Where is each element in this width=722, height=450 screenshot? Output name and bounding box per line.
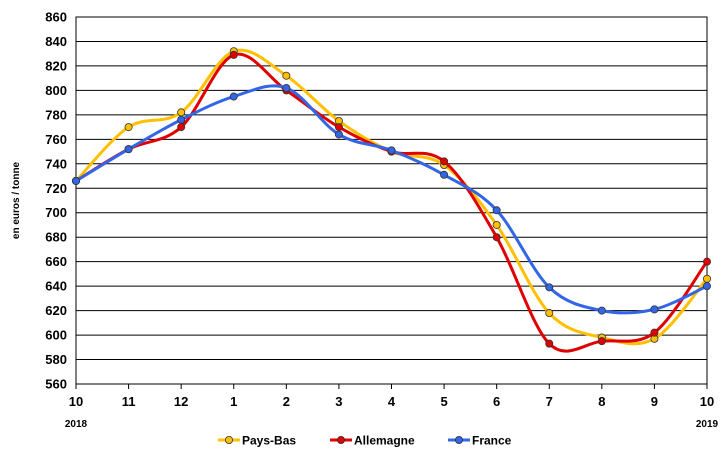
data-point-allemagne <box>440 157 449 166</box>
data-point-pays-bas <box>703 274 712 283</box>
data-point-france <box>124 145 133 154</box>
x-year-label: 2019 <box>696 419 719 430</box>
y-tick-label: 780 <box>45 107 67 122</box>
data-point-allemagne <box>597 337 606 346</box>
y-tick-label: 720 <box>45 181 67 196</box>
grid-layer <box>76 16 707 385</box>
y-tick-label: 740 <box>45 156 67 171</box>
x-tick-label: 2 <box>283 394 290 409</box>
data-point-france <box>387 146 396 155</box>
data-point-france <box>650 305 659 314</box>
data-point-france <box>492 206 501 215</box>
data-point-france <box>440 170 449 179</box>
x-tick-label: 4 <box>388 394 396 409</box>
axis-layer <box>75 16 708 389</box>
x-tick-label: 8 <box>598 394 605 409</box>
x-tick-label: 7 <box>546 394 553 409</box>
y-tick-label: 680 <box>45 230 67 245</box>
series-line-pays-bas <box>74 48 709 346</box>
series-layer <box>72 47 712 353</box>
legend-marker-allemagne <box>336 435 345 444</box>
y-tick-label: 840 <box>45 34 67 49</box>
x-tick-label: 9 <box>651 394 658 409</box>
x-tick-label: 10 <box>69 394 83 409</box>
y-tick-label: 580 <box>45 352 67 367</box>
x-tick-label: 5 <box>440 394 447 409</box>
x-tick-label: 3 <box>335 394 342 409</box>
y-axis-title: en euros / tonne <box>11 161 22 239</box>
data-point-allemagne <box>703 257 712 266</box>
data-point-france <box>177 115 186 124</box>
x-tick-label: 6 <box>493 394 500 409</box>
data-point-france <box>334 130 343 139</box>
data-point-pays-bas <box>545 309 554 318</box>
legend-label-france: France <box>472 434 512 448</box>
y-tick-label: 640 <box>45 279 67 294</box>
y-tick-label: 760 <box>45 132 67 147</box>
y-tick-label: 820 <box>45 58 67 73</box>
data-point-allemagne <box>492 233 501 242</box>
x-tick-label: 1 <box>230 394 237 409</box>
data-point-allemagne <box>229 50 238 59</box>
data-point-france <box>703 282 712 291</box>
data-point-allemagne <box>545 339 554 348</box>
y-tick-label: 660 <box>45 254 67 269</box>
data-point-france <box>229 92 238 101</box>
data-point-france <box>282 83 291 92</box>
data-point-allemagne <box>334 123 343 132</box>
y-tick-label: 700 <box>45 205 67 220</box>
y-tick-label: 560 <box>45 377 67 392</box>
legend-marker-pays-bas <box>224 435 233 444</box>
legend-label-allemagne: Allemagne <box>354 434 415 448</box>
data-point-france <box>545 283 554 292</box>
series-line-allemagne <box>74 52 709 353</box>
legend: Pays-Bas Allemagne France <box>218 434 512 448</box>
y-tick-label: 800 <box>45 83 67 98</box>
plot-area-border <box>75 16 708 385</box>
data-point-allemagne <box>177 123 186 132</box>
y-tick-label: 620 <box>45 303 67 318</box>
x-year-label: 2018 <box>65 419 88 430</box>
x-tick-label: 12 <box>174 394 188 409</box>
legend-marker-france <box>454 435 463 444</box>
y-tick-label: 860 <box>45 10 67 25</box>
y-tick-label: 600 <box>45 328 67 343</box>
data-point-pays-bas <box>492 220 501 229</box>
label-layer: 560 580 600 620 640 660 680 700 720 740 760 780 800 8… <box>11 10 719 431</box>
data-point-france <box>597 306 606 315</box>
series-line-france <box>74 84 709 315</box>
data-point-france <box>72 176 81 185</box>
data-point-allemagne <box>650 328 659 337</box>
legend-label-pays-bas: Pays-Bas <box>242 434 296 448</box>
data-point-pays-bas <box>177 108 186 117</box>
data-point-pays-bas <box>124 123 133 132</box>
x-tick-label: 10 <box>700 394 714 409</box>
data-point-pays-bas <box>282 71 291 80</box>
x-tick-label: 11 <box>122 394 136 409</box>
